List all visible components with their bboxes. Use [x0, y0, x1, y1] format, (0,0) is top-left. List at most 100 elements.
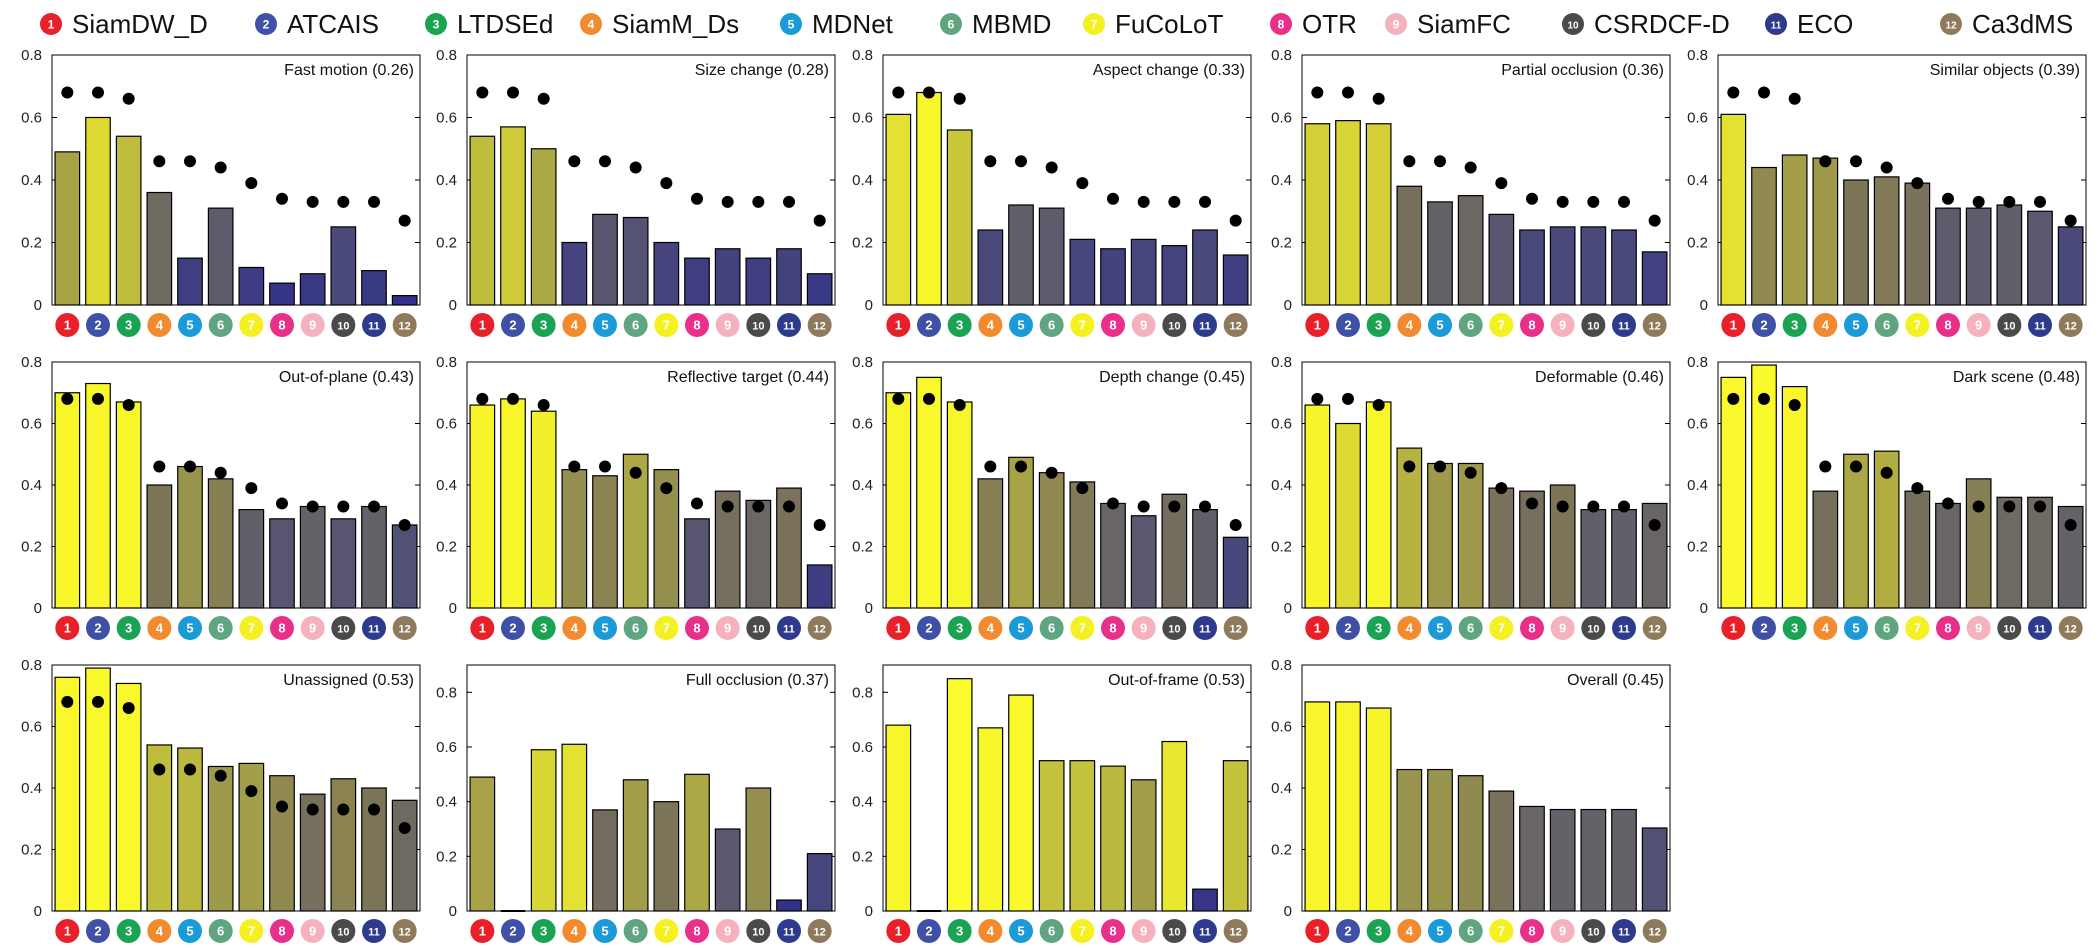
bar-11: [776, 899, 802, 912]
legend-item-5: 5 MDNet: [780, 9, 894, 39]
x-marker-1: [1305, 919, 1330, 943]
x-marker-12: [807, 919, 832, 943]
x-marker-10: [331, 919, 356, 943]
x-marker-3: [947, 919, 972, 943]
x-tick-label: 9: [1975, 621, 1982, 636]
x-tick-label: 8: [278, 318, 285, 333]
x-tick-label: 7: [248, 924, 255, 939]
bar-3: [946, 678, 973, 912]
x-tick-label: 12: [1649, 321, 1661, 333]
bar-2: [85, 667, 111, 912]
overall-dot-7: [245, 482, 258, 495]
overall-dot-6: [629, 466, 642, 479]
bar-7: [653, 241, 680, 306]
bar-9: [714, 828, 741, 912]
overall-dot-9: [1137, 195, 1150, 208]
bar-10: [1996, 204, 2023, 306]
y-tick-label: 0.6: [1687, 416, 1708, 433]
bar-10: [1580, 226, 1607, 306]
bar-11: [1611, 229, 1637, 306]
bar-7: [1904, 182, 1931, 306]
bar-6: [1457, 775, 1484, 912]
x-tick-label: 1: [1730, 621, 1737, 636]
legend-item-11: 11 ECO: [1765, 9, 1853, 39]
overall-dot-7: [1076, 177, 1089, 190]
x-tick-label: 3: [125, 924, 132, 939]
x-tick-label: 11: [1199, 321, 1211, 333]
bar-6: [622, 453, 649, 609]
legend-marker: [255, 13, 277, 35]
overall-dot-1: [1727, 86, 1740, 99]
x-marker-10: [1997, 616, 2022, 640]
x-tick-label: 9: [309, 621, 316, 636]
x-tick-label: 8: [1109, 318, 1116, 333]
bar-6: [1457, 462, 1484, 609]
bar-8: [684, 518, 710, 609]
overall-dot-9: [1972, 195, 1985, 208]
x-tick-label: 3: [956, 621, 963, 636]
x-marker-3: [1782, 313, 1807, 337]
x-marker-4: [1397, 616, 1422, 640]
bar-4: [977, 727, 1004, 912]
y-tick-label: 0: [34, 297, 42, 314]
plot-frame: [1301, 664, 1671, 912]
bar-12: [391, 799, 418, 912]
x-marker-2: [501, 313, 525, 337]
x-tick-label: 2: [925, 318, 932, 333]
y-tick-label: 0.8: [1271, 657, 1292, 674]
overall-dot-7: [1911, 482, 1924, 495]
bar-8: [1519, 229, 1545, 306]
bar-4: [561, 241, 588, 306]
x-tick-label: 1: [64, 318, 71, 333]
x-marker-7: [1070, 313, 1095, 337]
legend-label: FuCoLoT: [1115, 9, 1223, 39]
x-marker-5: [178, 616, 202, 640]
x-tick-label: 7: [248, 318, 255, 333]
y-tick-label: 0.8: [1687, 47, 1708, 64]
y-tick-label: 0.2: [21, 235, 42, 252]
bar-5: [1008, 204, 1034, 306]
bar-1: [1304, 701, 1331, 912]
x-marker-1: [886, 616, 911, 640]
chart-title: Depth change (0.45): [1099, 369, 1245, 386]
bar-4: [1396, 185, 1423, 306]
x-tick-label: 2: [1344, 318, 1351, 333]
bar-12: [1222, 254, 1249, 306]
x-tick-label: 3: [1791, 318, 1798, 333]
x-tick-label: 5: [601, 924, 608, 939]
x-tick-label: 12: [814, 624, 826, 636]
x-marker-7: [1489, 919, 1514, 943]
overall-dot-4: [984, 155, 997, 168]
overall-dot-5: [1015, 460, 1027, 473]
x-marker-7: [1489, 313, 1514, 337]
chart-title: Similar objects (0.39): [1930, 62, 2080, 79]
x-tick-label: 3: [1375, 318, 1382, 333]
x-marker-4: [978, 616, 1003, 640]
x-marker-2: [1752, 313, 1776, 337]
bar-8: [1935, 502, 1961, 609]
overall-dot-5: [184, 763, 196, 776]
chart-title: Dark scene (0.48): [1953, 369, 2080, 386]
x-tick-label: 7: [1498, 318, 1505, 333]
legend-marker: [580, 13, 602, 35]
x-tick-label: 8: [1944, 621, 1951, 636]
legend-item-3: 3 LTDSEd: [425, 9, 553, 39]
y-tick-label: 0.6: [1271, 719, 1292, 736]
x-marker-6: [1039, 919, 1064, 943]
overall-dot-3: [122, 92, 135, 105]
overall-dot-3: [1372, 399, 1385, 412]
x-tick-label: 8: [1944, 318, 1951, 333]
overall-dot-11: [1199, 195, 1211, 208]
overall-dot-5: [1015, 155, 1027, 168]
x-marker-6: [623, 919, 648, 943]
bar-6: [1457, 195, 1484, 306]
x-marker-5: [593, 616, 617, 640]
y-tick-label: 0: [865, 600, 873, 617]
overall-dot-11: [2034, 195, 2046, 208]
overall-dot-3: [1788, 399, 1801, 412]
bar-11: [2027, 496, 2053, 609]
x-marker-12: [807, 616, 832, 640]
x-tick-label: 9: [1559, 318, 1566, 333]
overall-dot-10: [1587, 195, 1600, 208]
